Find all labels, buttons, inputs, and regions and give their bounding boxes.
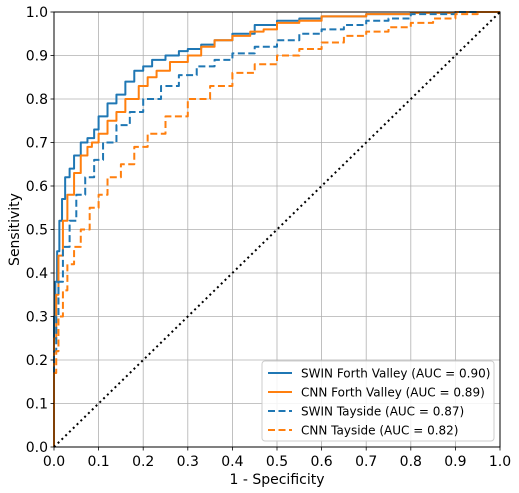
y-tick-label: 0.8 <box>26 92 48 108</box>
x-tick-label: 0.8 <box>400 454 422 470</box>
x-tick-label: 0.6 <box>310 454 332 470</box>
x-tick-label: 0.1 <box>87 454 109 470</box>
x-tick-label: 0.7 <box>355 454 377 470</box>
y-tick-label: 0.1 <box>26 397 48 413</box>
legend: SWIN Forth Valley (AUC = 0.90) CNN Forth … <box>262 361 494 441</box>
legend-label: SWIN Forth Valley (AUC = 0.90) <box>301 367 490 381</box>
y-tick-label: 0.4 <box>26 266 48 282</box>
legend-label: SWIN Tayside (AUC = 0.87) <box>301 405 464 419</box>
y-tick-label: 0.5 <box>26 223 48 239</box>
x-tick-label: 0.0 <box>43 454 65 470</box>
y-tick-label: 0.0 <box>26 440 48 456</box>
y-tick-label: 0.2 <box>26 353 48 369</box>
x-axis-title: 1 - Specificity <box>229 472 324 488</box>
y-tick-label: 0.6 <box>26 179 48 195</box>
x-tick-label: 0.2 <box>132 454 154 470</box>
y-tick-label: 0.7 <box>26 136 48 152</box>
legend-label: CNN Forth Valley (AUC = 0.89) <box>301 386 485 400</box>
x-tick-label: 0.4 <box>221 454 243 470</box>
y-tick-label: 0.3 <box>26 310 48 326</box>
x-tick-label: 0.3 <box>177 454 199 470</box>
x-tick-label: 0.5 <box>266 454 288 470</box>
x-tick-label: 0.9 <box>444 454 466 470</box>
y-tick-label: 0.9 <box>26 49 48 65</box>
y-axis-title: Sensitivity <box>7 193 23 266</box>
y-tick-label: 1.0 <box>26 5 48 21</box>
x-tick-label: 1.0 <box>489 454 511 470</box>
legend-label: CNN Tayside (AUC = 0.82) <box>301 424 458 438</box>
